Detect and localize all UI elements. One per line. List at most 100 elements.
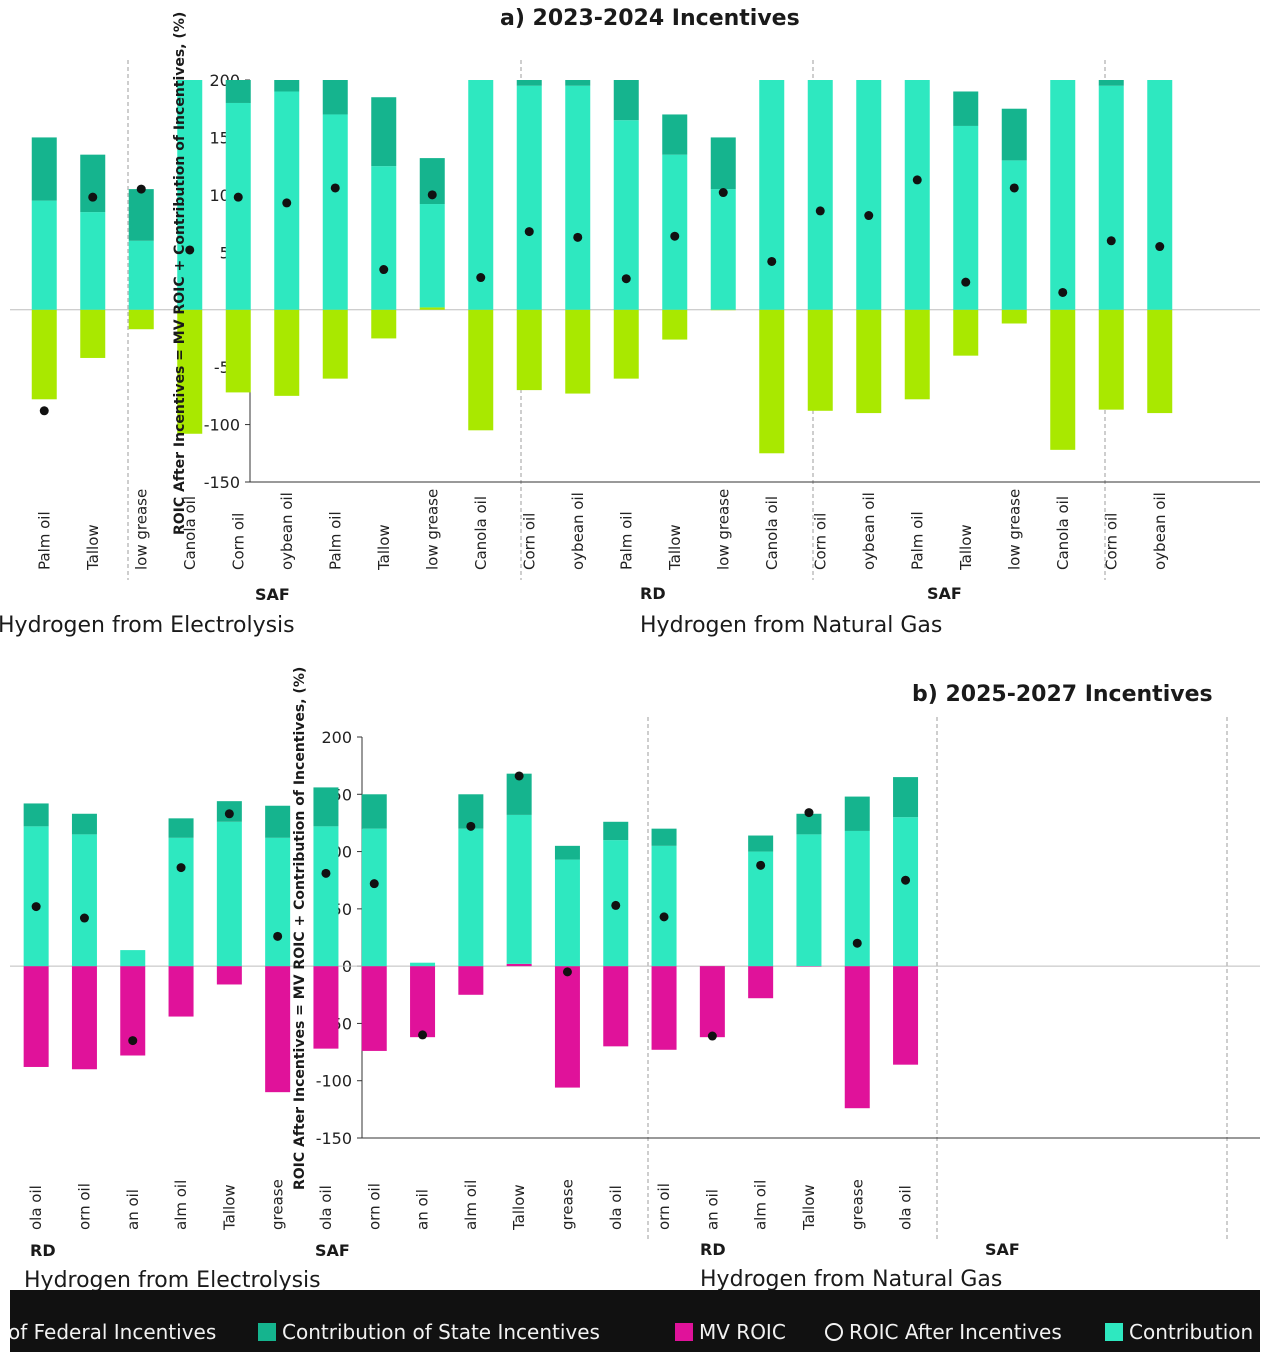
bar-mv-roic <box>796 966 822 967</box>
chart-b-fuel-saf-2: SAF <box>985 1240 1020 1259</box>
bar-mv-roic <box>506 963 532 967</box>
point-roic-after <box>88 192 98 202</box>
x-tick-label: oybean oil <box>569 492 587 570</box>
x-tick-label: ola oil <box>897 1185 915 1230</box>
bar-mv-roic <box>71 966 97 1070</box>
x-tick-label: Canola oil <box>472 496 490 570</box>
bar-state <box>662 114 688 155</box>
point-roic-after <box>659 912 669 922</box>
chart-b-ylabel: ROIC After Incentives = MV ROIC + Contri… <box>292 666 308 1190</box>
point-roic-after <box>330 183 340 193</box>
point-roic-after <box>756 860 766 870</box>
point-roic-after <box>273 931 283 941</box>
x-tick-label: Palm oil <box>908 511 926 570</box>
bar-state <box>1098 80 1124 86</box>
point-roic-after <box>611 900 621 910</box>
point-roic-after <box>79 913 89 923</box>
bar-federal <box>651 845 677 967</box>
bar-federal <box>458 828 484 967</box>
x-tick-label: Tallow <box>957 524 975 571</box>
bar-state <box>71 813 97 835</box>
x-tick-label: oybean oil <box>860 492 878 570</box>
bar-mv-roic <box>468 309 494 431</box>
bar-mv-roic <box>565 309 591 394</box>
x-tick-label: Palm oil <box>35 511 53 570</box>
bar-mv-roic <box>1001 309 1027 324</box>
bar-mv-roic <box>361 966 387 1051</box>
x-tick-label: grease <box>558 1179 576 1230</box>
bar-federal <box>516 85 542 310</box>
x-tick-label: grease <box>848 1179 866 1230</box>
bar-federal <box>419 204 445 308</box>
point-roic-after <box>224 809 234 819</box>
bar-state <box>651 828 677 846</box>
chart-b-group-electrolysis: Hydrogen from Electrolysis <box>24 1268 321 1293</box>
point-roic-after <box>767 256 777 266</box>
x-tick-label: grease <box>269 1179 287 1230</box>
point-roic-after <box>476 273 486 283</box>
x-tick-label: an oil <box>414 1189 432 1230</box>
bar-federal <box>1050 80 1076 310</box>
point-roic-after <box>379 265 389 275</box>
bar-federal <box>468 80 494 310</box>
bar-mv-roic <box>225 309 251 393</box>
point-roic-after <box>1106 236 1116 246</box>
bar-mv-roic <box>1147 309 1173 414</box>
chart-b-group-natural-gas: Hydrogen from Natural Gas <box>700 1267 1003 1292</box>
point-roic-after <box>128 1036 138 1046</box>
x-tick-label: Corn oil <box>811 513 829 570</box>
x-tick-label: Tallow <box>375 524 393 571</box>
legend-swatch-contribution <box>1105 1323 1123 1341</box>
bar-state <box>506 773 532 815</box>
legend-item-state: Contribution of State Incentives <box>258 1320 600 1344</box>
bar-state <box>603 821 629 841</box>
chart-b-fuel-rd-1: RD <box>30 1241 56 1260</box>
bar-mv-roic <box>410 966 436 1038</box>
panel-a-title: a) 2023-2024 Incentives <box>500 6 800 31</box>
x-tick-label: oybean oil <box>1151 492 1169 570</box>
bar-state <box>796 813 822 835</box>
bar-state <box>516 80 542 86</box>
x-tick-label: an oil <box>124 1189 142 1230</box>
x-tick-label: ola oil <box>607 1185 625 1230</box>
bar-mv-roic <box>699 966 725 1038</box>
bar-state <box>371 97 397 167</box>
bar-state <box>265 805 291 838</box>
point-roic-after <box>524 227 534 237</box>
bar-state <box>748 835 774 852</box>
bar-mv-roic <box>23 966 49 1067</box>
bar-federal <box>371 166 397 310</box>
point-roic-after <box>1155 242 1165 252</box>
x-tick-label: Canola oil <box>763 496 781 570</box>
bar-mv-roic <box>844 966 870 1109</box>
bar-federal <box>893 817 919 967</box>
bar-federal <box>710 189 736 310</box>
bar-state <box>322 80 348 115</box>
bar-federal <box>313 826 339 967</box>
chart-b-fuel-rd-2: RD <box>700 1240 726 1259</box>
bar-mv-roic <box>419 307 445 310</box>
x-tick-label: Palm oil <box>617 511 635 570</box>
bar-mv-roic <box>313 966 339 1049</box>
bar-state <box>23 803 49 827</box>
x-tick-label: orn oil <box>75 1183 93 1230</box>
bar-state <box>844 796 870 831</box>
point-roic-after <box>961 277 971 287</box>
bar-mv-roic <box>710 309 736 311</box>
x-tick-label: an oil <box>703 1189 721 1230</box>
point-roic-after <box>718 188 728 198</box>
y-tick-label: -150 <box>316 1129 352 1148</box>
bar-state <box>554 845 580 860</box>
x-tick-label: Corn oil <box>229 513 247 570</box>
bar-mv-roic <box>177 309 203 434</box>
chart-a-fuel-saf-2: SAF <box>927 584 962 603</box>
point-roic-after <box>707 1031 717 1041</box>
bar-mv-roic <box>748 966 774 999</box>
legend-swatch-roic-after <box>825 1323 843 1341</box>
bar-federal <box>1098 85 1124 310</box>
bar-state <box>225 80 251 103</box>
bar-mv-roic <box>904 309 930 400</box>
bar-mv-roic <box>807 309 833 411</box>
x-tick-label: alm oil <box>172 1180 190 1230</box>
